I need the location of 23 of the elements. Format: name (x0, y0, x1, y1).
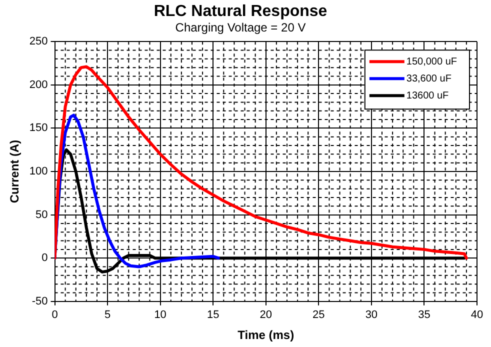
y-tick-label: 50 (36, 208, 48, 221)
x-tick-label: 40 (470, 309, 484, 322)
y-tick-label: 250 (29, 36, 48, 48)
x-tick-label: 25 (312, 309, 325, 322)
y-tick-label: 200 (29, 78, 48, 91)
x-tick-label: 5 (104, 309, 111, 322)
legend-label: 33,600 uF (406, 73, 452, 84)
y-tick-label: 100 (29, 166, 48, 178)
x-tick-label: 15 (206, 309, 220, 322)
x-tick-label: 35 (418, 309, 430, 322)
x-axis-title: Time (ms) (238, 328, 294, 342)
chart-title: RLC Natural Response (154, 3, 328, 20)
x-tick-label: 30 (365, 309, 378, 322)
y-tick-label: 0 (42, 252, 48, 264)
x-tick-label: 10 (154, 309, 166, 322)
x-tick-label: 0 (52, 309, 58, 322)
legend-label: 150,000 uF (406, 56, 458, 68)
y-tick-label: 150 (29, 122, 48, 134)
y-tick-label: -50 (32, 295, 48, 308)
x-tick-label: 20 (260, 309, 272, 322)
legend-label: 13600 uF (406, 90, 449, 102)
chart-subtitle: Charging Voltage = 20 V (175, 20, 306, 35)
y-axis-title: Current (A) (8, 140, 22, 204)
